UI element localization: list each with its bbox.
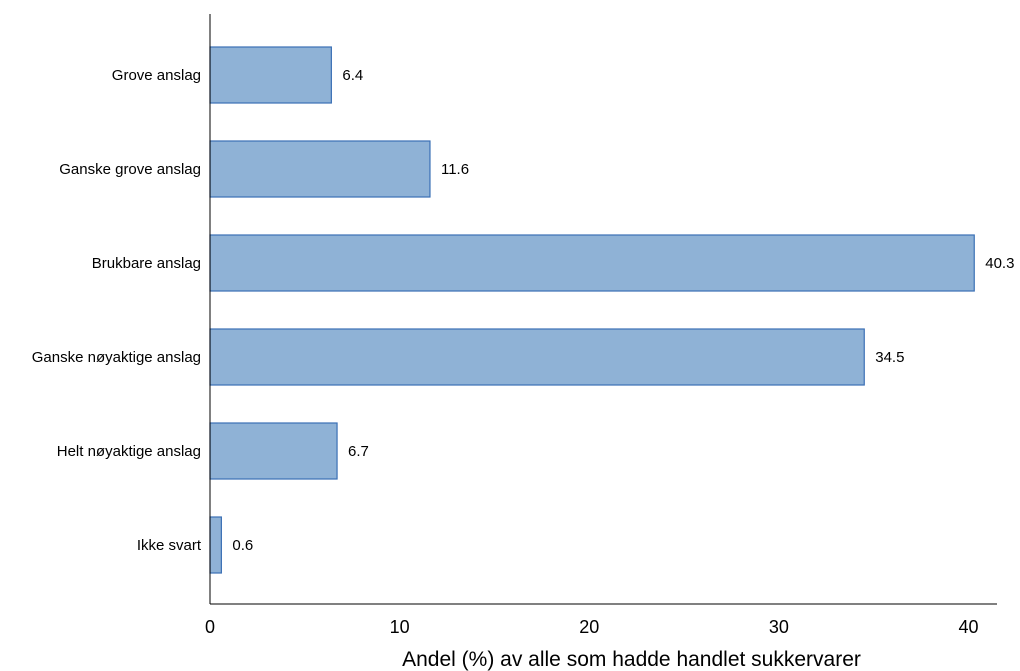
x-ticks-group: 0 10 20 30 40	[205, 617, 979, 637]
bars-group	[209, 46, 975, 574]
bar-3	[209, 328, 865, 386]
value-label-3: 34.5	[875, 349, 904, 366]
category-label-3: Ganske nøyaktige anslag	[32, 349, 201, 366]
x-tick-label-0: 0	[205, 617, 215, 637]
category-label-5: Ikke svart	[137, 537, 202, 554]
category-label-0: Grove anslag	[112, 67, 201, 84]
x-tick-label-2: 20	[579, 617, 599, 637]
bar-1	[209, 140, 431, 198]
category-label-4: Helt nøyaktige anslag	[57, 443, 201, 460]
value-label-5: 0.6	[232, 537, 253, 554]
value-labels-group: 6.4 11.6 40.3 34.5 6.7 0.6	[232, 67, 1014, 554]
x-tick-label-1: 10	[390, 617, 410, 637]
bar-0	[209, 46, 332, 104]
category-label-2: Brukbare anslag	[92, 255, 201, 272]
bar-2	[209, 234, 975, 292]
x-tick-label-3: 30	[769, 617, 789, 637]
value-label-0: 6.4	[342, 67, 363, 84]
bar-4	[209, 422, 338, 480]
category-labels-group: Grove anslag Ganske grove anslag Brukbare …	[32, 67, 202, 554]
value-label-4: 6.7	[348, 443, 369, 460]
x-tick-label-4: 40	[959, 617, 979, 637]
value-label-1: 11.6	[441, 161, 469, 178]
bar-5	[209, 516, 222, 574]
category-label-1: Ganske grove anslag	[59, 161, 201, 178]
x-axis-title: Andel (%) av alle som hadde handlet sukk…	[402, 648, 861, 671]
value-label-2: 40.3	[985, 255, 1014, 272]
